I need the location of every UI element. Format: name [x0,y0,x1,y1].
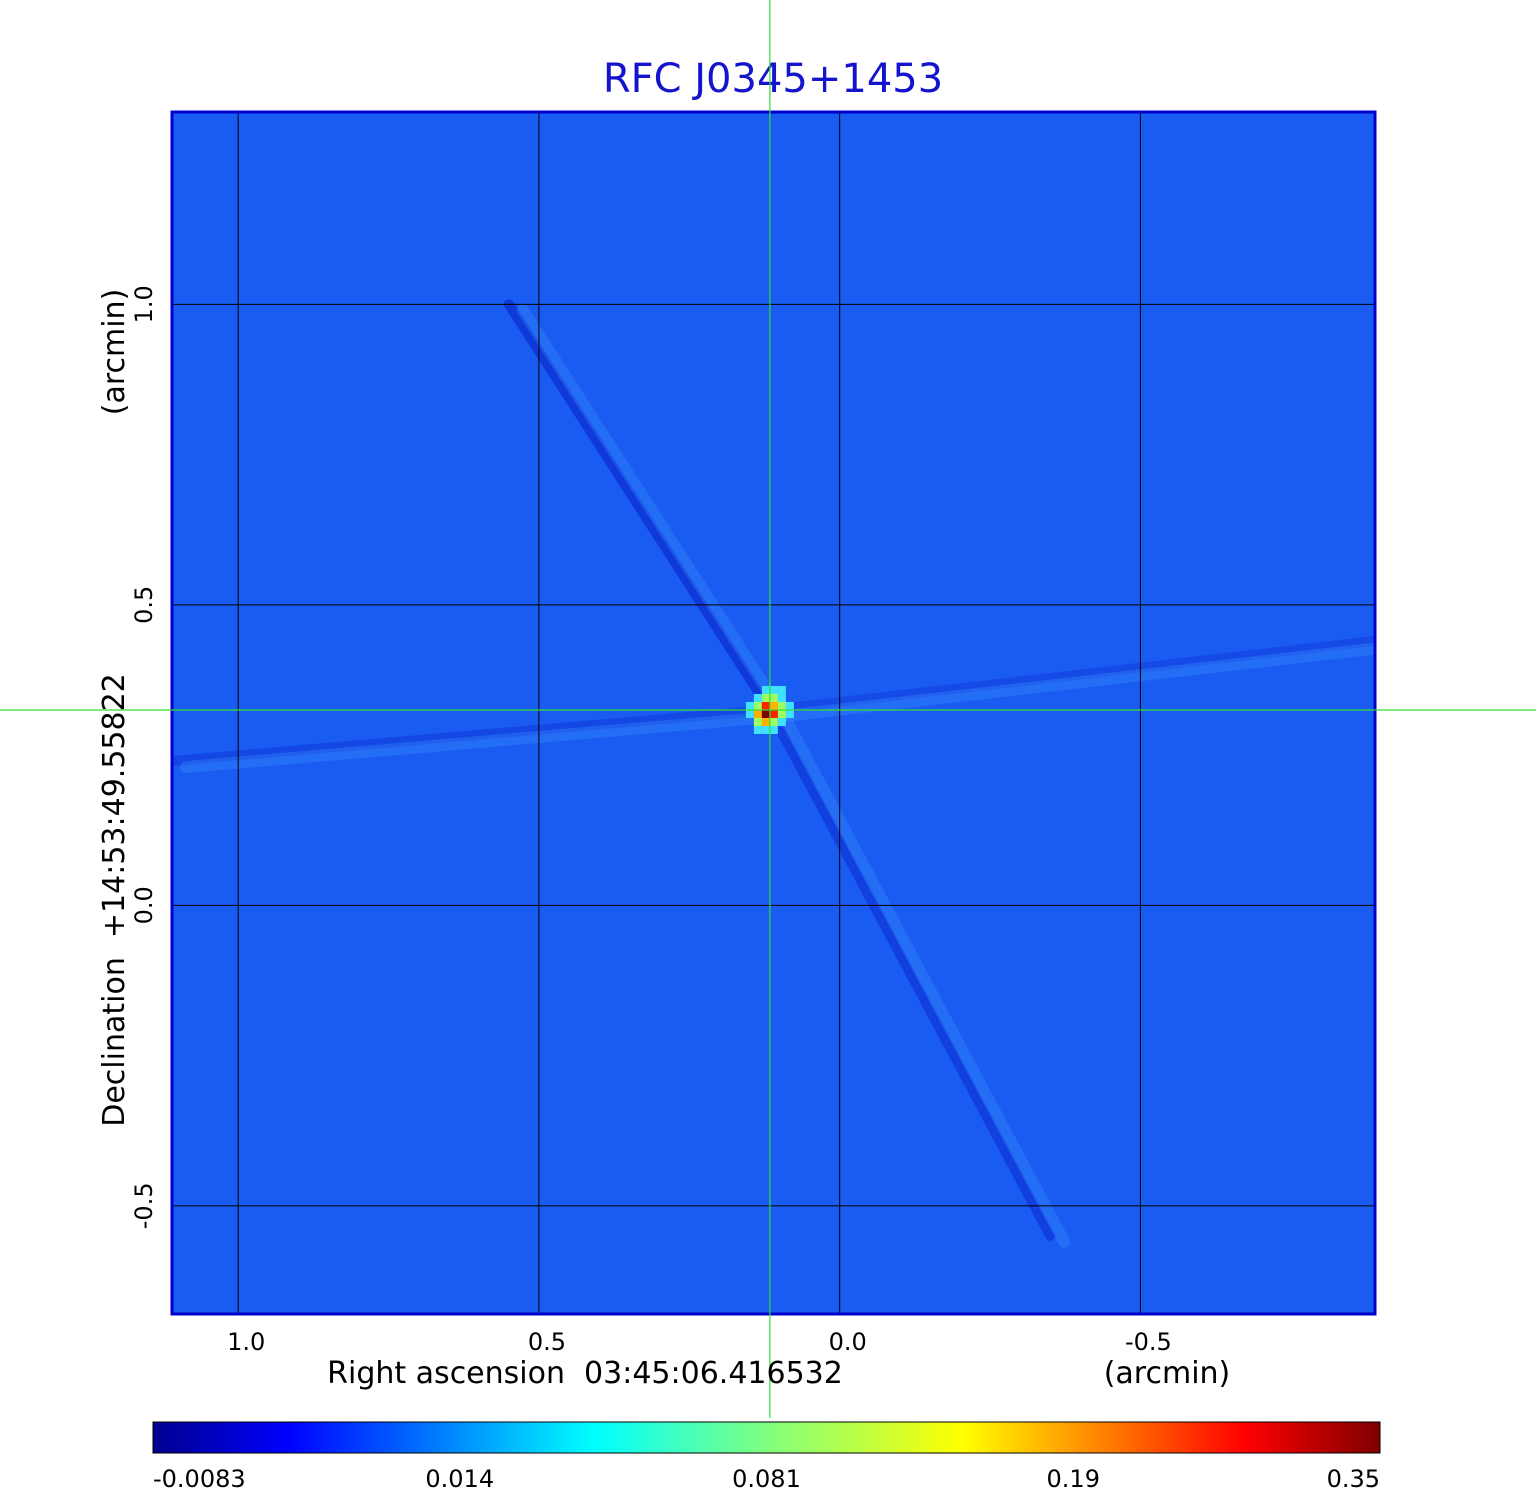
plot-frame [170,110,1377,1316]
sidelobe-streaks [172,299,1375,1248]
y-tick-label: 0.5 [130,586,158,624]
chart-title: RFC J0345+1453 [603,56,943,102]
core-pixel [753,725,762,734]
core-pixel [769,717,778,726]
y-axis-unit: (arcmin) [97,289,132,416]
core-pixel [769,725,778,734]
streak-4 [764,704,1056,1241]
core-pixel [769,701,778,710]
core-pixel [761,701,770,710]
core-pixel [761,717,770,726]
y-axis-label: Declination +14:53:49.55822 [97,673,132,1127]
crosshair [0,0,1536,1418]
core-pixel [785,701,794,710]
colorbar: -0.0083 0.014 0.081 0.19 0.35 [152,1421,1381,1493]
core-pixel [777,717,786,726]
streak-halo-4 [777,709,1071,1248]
core-pixel [761,693,770,702]
x-tick-label: 0.5 [528,1328,566,1356]
x-tick-label: -0.5 [1125,1328,1172,1356]
y-tick-label: 0.0 [130,886,158,924]
x-tick-label: 0.0 [829,1328,867,1356]
core-pixel [777,685,786,694]
plot-area [172,112,1375,1314]
y-tick-labels: 1.0 0.5 0.0 -0.5 [130,285,158,1229]
core-pixel [769,709,778,718]
colorbar-tick-label: 0.19 [1047,1465,1100,1493]
core-pixel [753,709,762,718]
colorbar-tick-label: 0.014 [425,1465,494,1493]
core-pixel [753,717,762,726]
x-axis-unit: (arcmin) [1104,1356,1231,1391]
core-pixel [745,709,754,718]
core-pixel [777,709,786,718]
colorbar-tick-label: -0.0083 [153,1465,246,1493]
core-pixel [745,701,754,710]
streak-halo-3 [777,642,1375,722]
core-pixel [777,701,786,710]
x-axis-label: Right ascension 03:45:06.416532 [327,1356,843,1391]
streak-1 [503,299,775,715]
core-pixel [769,693,778,702]
core-pixel [761,725,770,734]
core-pixel [761,709,770,718]
colorbar-tick-label: 0.081 [732,1465,801,1493]
colorbar-tick-label: 0.35 [1327,1465,1380,1493]
x-tick-label: 1.0 [227,1328,265,1356]
core-pixel [761,685,770,694]
colorbar-tick-labels: -0.0083 0.014 0.081 0.19 0.35 [153,1465,1380,1493]
streak-halo-1 [516,304,790,722]
streak-3 [764,635,1375,715]
core-pixel [753,701,762,710]
source-core [745,685,794,734]
core-pixel [777,693,786,702]
streak-2 [172,704,775,767]
grid [172,112,1375,1314]
core-pixel [785,709,794,718]
y-tick-label: 1.0 [130,285,158,323]
y-tick-label: -0.5 [130,1182,158,1229]
x-tick-labels: 1.0 0.5 0.0 -0.5 [227,1328,1172,1356]
core-pixel [753,693,762,702]
streak-halo-2 [180,709,790,774]
core-pixel [769,685,778,694]
colorbar-gradient [152,1421,1381,1454]
